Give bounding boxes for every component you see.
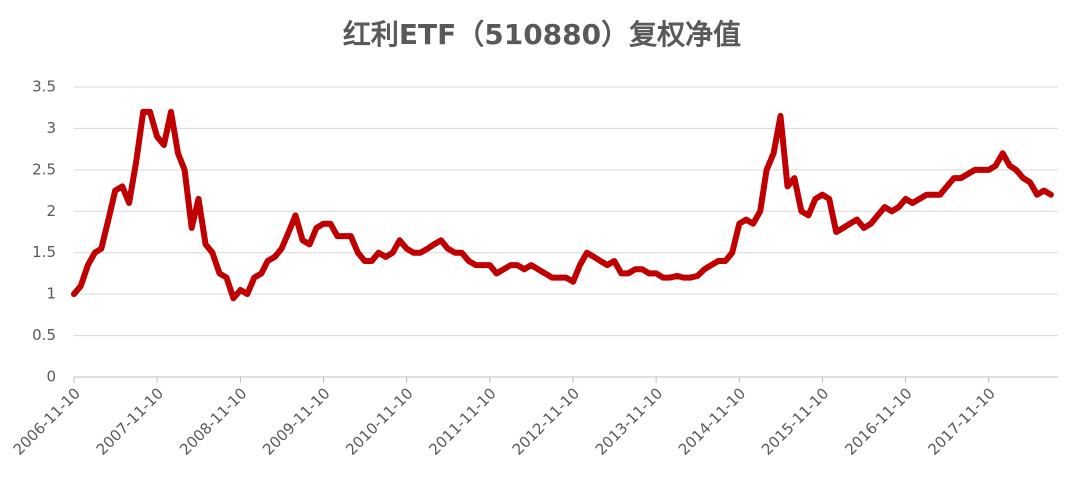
x-tick-label: 2017-11-10: [924, 384, 998, 458]
chart-title: 红利ETF（510880）复权净值: [343, 18, 741, 51]
x-tick-label: 2011-11-10: [425, 384, 499, 458]
x-tick-label: 2015-11-10: [758, 384, 832, 458]
x-tick-label: 2009-11-10: [259, 384, 333, 458]
x-tick-label: 2008-11-10: [176, 384, 250, 458]
y-tick-label: 0: [46, 368, 56, 386]
x-tick-label: 2010-11-10: [342, 384, 416, 458]
x-tick-label: 2007-11-10: [93, 384, 167, 458]
y-tick-label: 0.5: [32, 326, 56, 344]
y-tick-label: 1.5: [32, 243, 56, 261]
y-tick-label: 1: [46, 285, 56, 303]
x-tick-label: 2014-11-10: [675, 384, 749, 458]
x-tick-label: 2013-11-10: [592, 384, 666, 458]
x-tick-label: 2012-11-10: [509, 384, 583, 458]
line: [71, 108, 1054, 302]
x-tick-label: 2016-11-10: [841, 384, 915, 458]
y-tick-label: 3: [46, 119, 56, 137]
y-tick-label: 2: [46, 202, 56, 220]
y-tick-label: 2.5: [32, 160, 56, 178]
y-tick-label: 3.5: [32, 78, 56, 96]
x-tick-label: 2006-11-10: [10, 384, 84, 458]
